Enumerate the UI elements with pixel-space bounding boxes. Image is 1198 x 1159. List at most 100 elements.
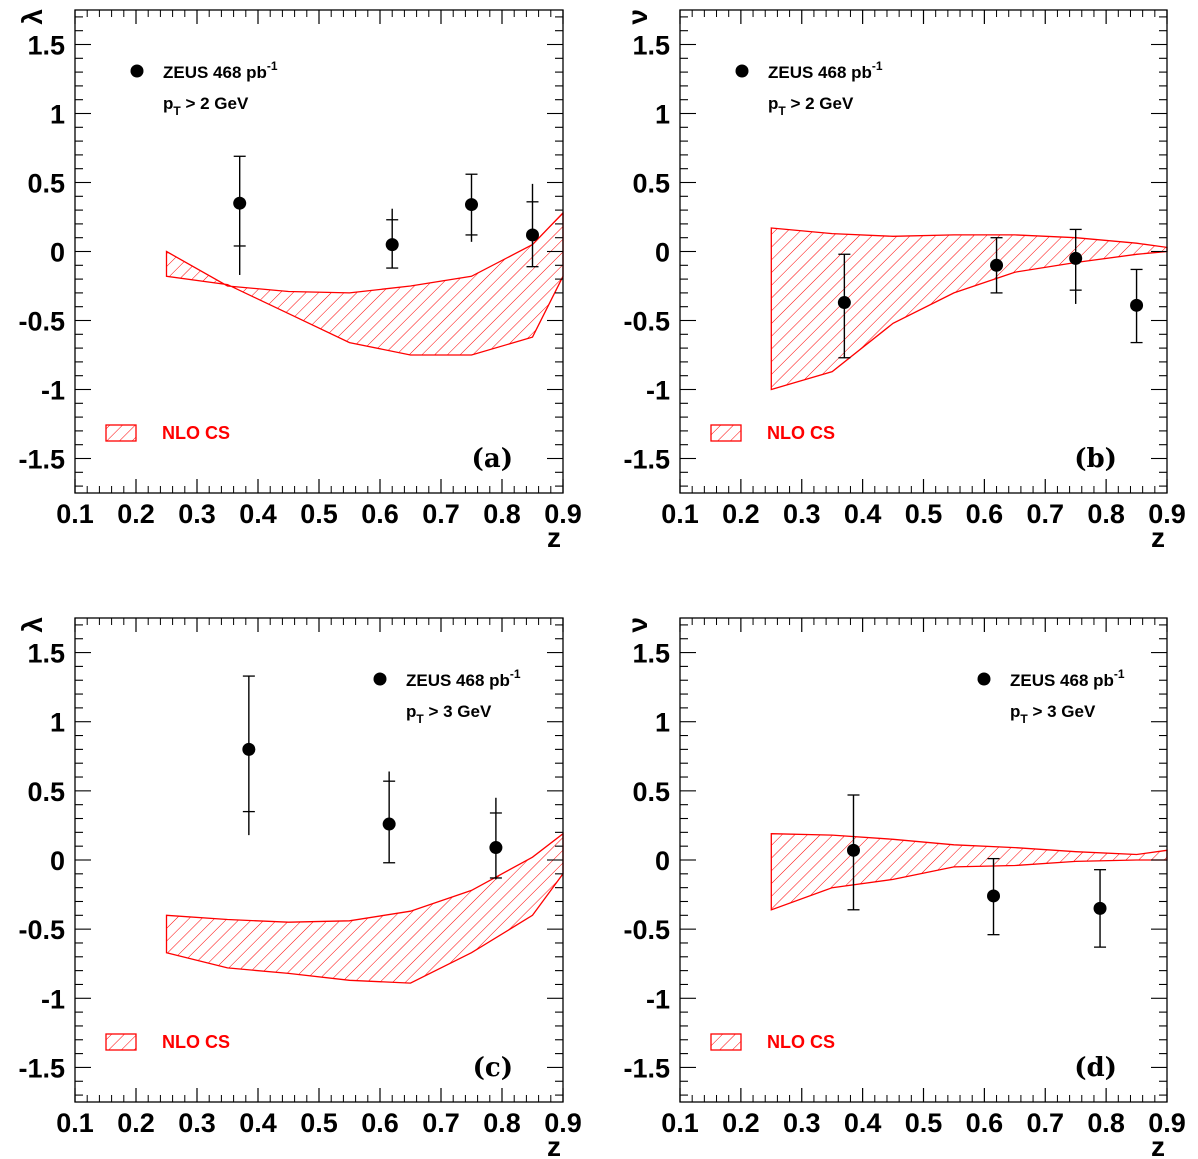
cut-suffix: > 2 GeV	[786, 94, 854, 113]
band-legend-label: NLO CS	[162, 423, 230, 443]
y-tick-label: -1	[646, 376, 670, 406]
legend-label: ZEUS 468 pb-1	[1010, 667, 1125, 690]
y-axis-title: ν	[622, 9, 653, 25]
y-tick-label: 0.5	[27, 169, 65, 199]
cut-suffix: > 2 GeV	[181, 94, 249, 113]
x-tick-label: 0.8	[1087, 1108, 1125, 1138]
plot-frame	[74, 9, 564, 494]
legend-sup: -1	[510, 667, 521, 681]
x-tick-label: 0.2	[117, 1108, 155, 1138]
nlo-cs-band	[165, 832, 564, 984]
x-axis-title: z	[547, 522, 561, 553]
y-tick-label: 1.5	[27, 639, 65, 669]
x-tick-label: 0.1	[56, 1108, 94, 1138]
x-tick-label: 0.2	[117, 499, 155, 529]
panel-label: (b)	[1074, 444, 1117, 474]
data-point	[233, 196, 247, 210]
cut-sub: T	[1020, 712, 1028, 726]
y-tick-label: -1.5	[18, 1053, 65, 1083]
y-tick-label: 1.5	[632, 639, 670, 669]
y-tick-label: -1	[41, 984, 65, 1014]
y-tick-label: 1.5	[632, 31, 670, 61]
x-tick-label: 0.6	[966, 1108, 1004, 1138]
data-point	[1069, 251, 1083, 265]
x-tick-label: 0.6	[361, 1108, 399, 1138]
x-tick-label: 0.4	[239, 499, 277, 529]
panel-label: (c)	[473, 1053, 513, 1083]
data-point	[987, 889, 1001, 903]
y-tick-label: -0.5	[623, 915, 670, 945]
y-tick-label: -0.5	[623, 307, 670, 337]
y-tick-label: 0	[655, 238, 670, 268]
y-tick-label: 0.5	[27, 777, 65, 807]
y-tick-label: 1.5	[27, 31, 65, 61]
y-tick-label: -1	[646, 984, 670, 1014]
band-legend-swatch	[105, 1033, 137, 1051]
y-tick-label: 1	[50, 708, 65, 738]
x-tick-label: 0.3	[783, 1108, 821, 1138]
x-tick-label: 0.4	[239, 1108, 277, 1138]
x-tick-label: 0.9	[544, 499, 582, 529]
y-axis-title: λ	[17, 617, 48, 633]
x-tick-label: 0.5	[300, 499, 338, 529]
data-point	[1093, 901, 1107, 915]
x-tick-label: 0.4	[844, 499, 882, 529]
x-tick-label: 0.9	[544, 1108, 582, 1138]
band-legend-swatch	[710, 1033, 742, 1051]
cut-suffix: > 3 GeV	[424, 702, 492, 721]
y-tick-label: 0	[50, 846, 65, 876]
y-tick-label: -1.5	[18, 445, 65, 475]
x-tick-label: 0.4	[844, 1108, 882, 1138]
x-tick-label: 0.1	[661, 1108, 699, 1138]
data-point	[846, 843, 860, 857]
data-point	[990, 258, 1004, 272]
chart-panel-a: 0.1 0.2 0.3 0.4 0.5 0.6 0.7 0.8 0.9 1.5 1 0.5 0 -0.5 -…	[17, 9, 582, 553]
band-legend-label: NLO CS	[767, 423, 835, 443]
legend-sup: -1	[872, 59, 883, 73]
band-legend-label: NLO CS	[162, 1032, 230, 1052]
x-tick-label: 0.5	[905, 499, 943, 529]
cut-sub: T	[416, 712, 424, 726]
legend-label: ZEUS 468 pb-1	[768, 59, 883, 82]
x-tick-label: 0.1	[56, 499, 94, 529]
y-tick-label: 1	[655, 708, 670, 738]
x-tick-label: 0.3	[178, 499, 216, 529]
data-point	[385, 238, 399, 252]
data-point	[489, 841, 503, 855]
band-legend-swatch	[105, 424, 137, 442]
data-point	[242, 742, 256, 756]
x-axis-title: z	[547, 1131, 561, 1159]
legend-marker	[735, 64, 749, 78]
data-point	[526, 228, 539, 242]
x-tick-label: 0.5	[300, 1108, 338, 1138]
chart-panel-c: 0.1 0.2 0.3 0.4 0.5 0.6 0.7 0.8 0.9 1.5 1 0.5 0 -0.5 -…	[17, 617, 582, 1159]
y-axis-title: λ	[17, 9, 48, 25]
x-tick-label: 0.7	[422, 1108, 460, 1138]
legend-sup: -1	[267, 59, 278, 73]
x-tick-label: 0.5	[905, 1108, 943, 1138]
legend-label: ZEUS 468 pb-1	[406, 667, 521, 690]
cut-label: pT > 2 GeV	[768, 94, 854, 118]
plot-frame	[74, 617, 564, 1103]
cut-sub: T	[778, 104, 786, 118]
nlo-cs-band	[770, 833, 1168, 911]
x-axis-title: z	[1151, 1131, 1165, 1159]
panel-label: (a)	[472, 444, 513, 474]
data-point	[382, 817, 396, 831]
x-tick-label: 0.9	[1148, 1108, 1186, 1138]
y-tick-label: -0.5	[18, 915, 65, 945]
y-axis-title: ν	[622, 617, 653, 633]
band-legend-label: NLO CS	[767, 1032, 835, 1052]
y-tick-label: 0.5	[632, 777, 670, 807]
data-point	[837, 296, 851, 310]
x-tick-label: 0.8	[483, 499, 521, 529]
y-tick-label: -1.5	[623, 1053, 670, 1083]
nlo-cs-band	[770, 227, 1168, 391]
x-tick-label: 0.3	[178, 1108, 216, 1138]
x-tick-label: 0.7	[1026, 1108, 1064, 1138]
y-tick-label: 1	[655, 100, 670, 130]
cut-label: pT > 3 GeV	[1010, 702, 1096, 726]
y-tick-label: -1	[41, 376, 65, 406]
x-tick-label: 0.9	[1148, 499, 1186, 529]
y-tick-label: -1.5	[623, 445, 670, 475]
